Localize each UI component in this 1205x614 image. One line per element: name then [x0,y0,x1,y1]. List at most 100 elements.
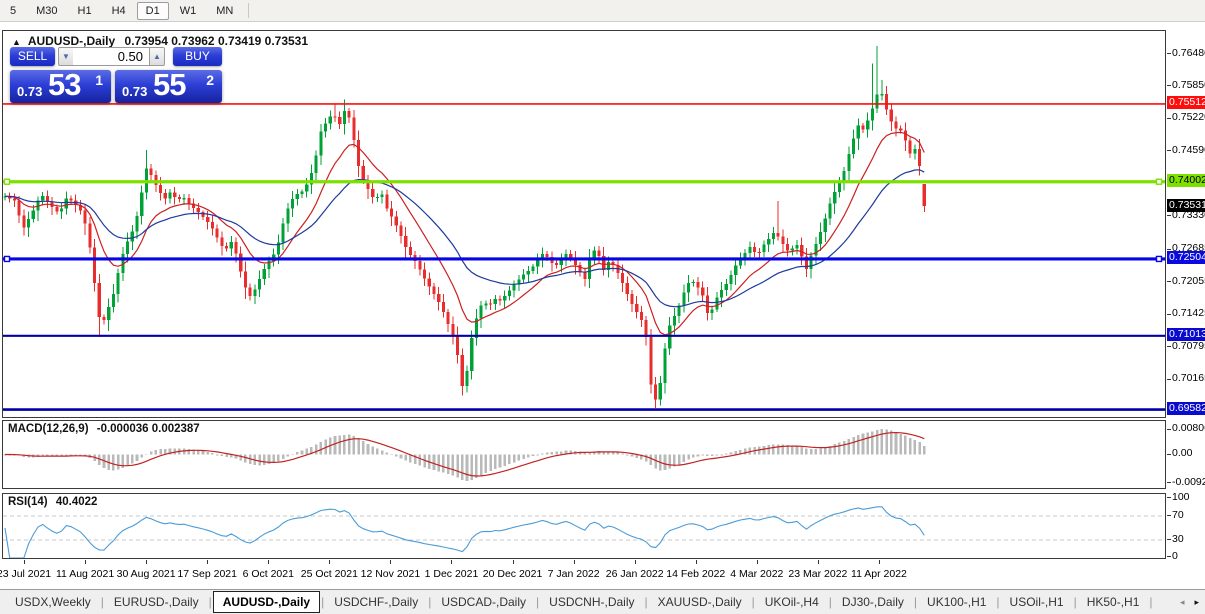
tab-separator: | [828,595,832,609]
date-tick [878,560,880,564]
moving-average-12 [4,131,925,336]
tab-separator: | [100,595,104,609]
chart-tab-usdcnh-daily[interactable]: USDCNH-,Daily [549,595,635,609]
timeframe-button-h1[interactable]: H1 [77,4,92,17]
price-tick [1167,313,1171,315]
tab-separator: | [428,595,432,609]
chart-title: ▲ AUDUSD-,Daily 0.73954 0.73962 0.73419 … [12,34,308,48]
macd-values: -0.000036 0.002387 [96,423,200,435]
rsi-name: RSI(14) [8,496,48,508]
rsi-axis-tick [1167,556,1171,557]
tab-separator: | [321,595,325,609]
chart-tab-uk100-h1[interactable]: UK100-,H1 [927,595,987,609]
lot-size-input[interactable] [73,47,149,66]
timeframe-toolbar: 5 M30 H1 H4 D1 W1 MN [0,0,1205,22]
date-tick [24,560,25,564]
rsi-axis-tick [1167,539,1171,540]
macd-signal-line [5,431,925,477]
tab-scroll-left-icon[interactable]: ◂ [1179,596,1185,607]
chart-tab-bar: USDX,Weekly | EURUSD-,Daily | AUDUSD-,Daily |… [0,589,1205,614]
date-tick [512,560,514,564]
chart-tab-usdx-weekly[interactable]: USDX,Weekly [15,595,91,609]
tab-scroll-right-icon[interactable]: ▸ [1194,596,1199,607]
timeframe-button-d1[interactable]: D1 [136,1,169,20]
chart-tab-audusd-daily[interactable]: AUDUSD-,Daily [212,591,321,613]
date-label: 26 Jan 2022 [605,568,664,580]
lot-increase-button[interactable]: ▲ [149,47,165,66]
one-click-trading-panel: SELL ▼ ▲ BUY 0.73 53 1 0.73 55 2 [10,46,222,103]
timeframe-button-h4[interactable]: H4 [111,4,126,17]
price-tick [1167,281,1171,283]
macd-axis-label: 0.00 [1172,447,1193,459]
chart-tab-usdchf-daily[interactable]: USDCHF-,Daily [334,595,419,609]
date-tick [268,560,270,564]
chart-tab-usdcad-daily[interactable]: USDCAD-,Daily [441,595,527,609]
hline-handle[interactable] [3,255,11,263]
date-label: 20 Dec 2021 [482,568,543,580]
date-tick [207,560,209,564]
chart-tab-usoil-h1[interactable]: USOil-,H1 [1009,595,1064,609]
sell-price-box[interactable]: 0.73 53 1 [10,67,111,103]
buy-price-box[interactable]: 0.73 55 2 [115,67,222,103]
sell-price-big: 53 [48,67,81,102]
price-tick-label: 0.72055 [1172,274,1205,287]
price-level-badge: 0.75512 [1167,96,1205,110]
hline-handle[interactable] [3,178,11,185]
hline-handle[interactable] [1155,178,1163,185]
date-tick [329,560,331,564]
macd-axis-tick [1167,482,1171,484]
date-label: 4 Mar 2022 [730,568,784,580]
lot-decrease-button[interactable]: ▼ [58,47,74,66]
date-label: 30 Aug 2021 [116,568,176,580]
macd-panel[interactable] [2,420,1166,489]
price-tick [1167,378,1171,380]
date-label: 23 Mar 2022 [788,568,848,580]
rsi-axis-tick [1167,497,1171,498]
date-label: 23 Jul 2021 [0,568,52,580]
timeframe-button-mn[interactable]: MN [216,4,234,17]
chart-ohlc-values: 0.73954 0.73962 0.73419 0.73531 [124,34,309,48]
date-label: 14 Feb 2022 [666,568,726,580]
macd-axis-tick [1167,428,1171,430]
chart-tab-eurusd-daily[interactable]: EURUSD-,Daily [113,595,199,609]
sell-price-prefix: 0.73 [17,84,43,99]
date-tick [146,560,148,564]
timeframe-button-5[interactable]: 5 [10,4,17,17]
rsi-label: RSI(14) 40.4022 [8,496,97,508]
tab-separator: | [536,595,540,609]
chart-tab-dj30-daily[interactable]: DJ30-,Daily [841,595,904,609]
toolbar-separator [248,3,250,18]
buy-button[interactable]: BUY [173,47,222,66]
date-label: 25 Oct 2021 [300,568,358,580]
price-chart-canvas [3,45,1165,411]
timeframe-button-m30[interactable]: M30 [36,4,58,17]
rsi-axis-label: 70 [1172,508,1184,521]
macd-axis-label: -0.00928 [1172,475,1205,488]
rsi-axis-label: 100 [1172,490,1190,503]
buy-price-pip: 2 [206,72,214,88]
buy-price-prefix: 0.73 [122,84,148,99]
macd-axis-label: 0.008061 [1172,422,1205,435]
tab-separator: | [208,595,212,609]
price-tick [1167,150,1171,152]
tab-separator: | [913,595,918,609]
rsi-panel[interactable] [2,493,1166,559]
chart-tab-xauusd-daily[interactable]: XAUUSD-,Daily [657,595,742,609]
date-label: 17 Sep 2021 [177,568,237,580]
rsi-line [4,506,925,558]
sell-button[interactable]: SELL [10,47,55,66]
date-tick [817,560,819,564]
price-tick [1167,85,1171,87]
hline-handle[interactable] [1155,255,1163,263]
rsi-axis-label: 0 [1172,549,1178,562]
chart-tab-hk50-h1[interactable]: HK50-,H1 [1086,595,1140,609]
price-level-badge: 0.74002 [1167,174,1205,188]
chart-symbol-period: AUDUSD-,Daily [27,34,116,48]
date-label: 12 Nov 2021 [360,568,421,580]
price-tick [1167,248,1171,250]
sell-price-pip: 1 [95,72,103,88]
bid-price-badge: 0.73531 [1167,198,1205,212]
chart-tab-ukoil-h4[interactable]: UKOil-,H4 [764,595,819,609]
timeframe-button-w1[interactable]: W1 [179,4,197,17]
